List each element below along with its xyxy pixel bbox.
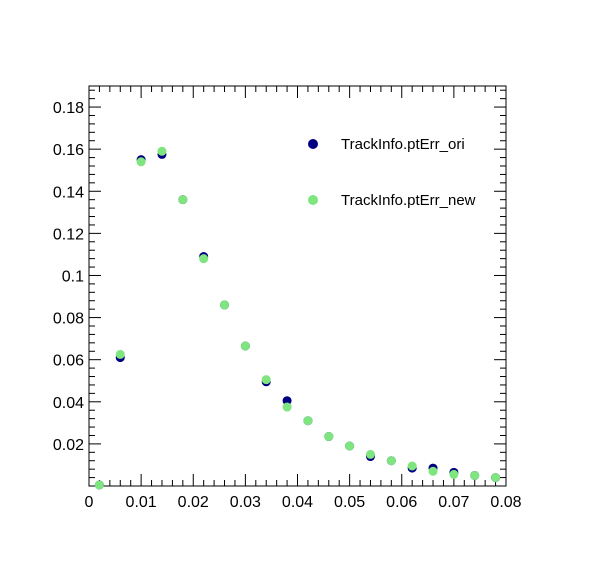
data-points	[94, 146, 501, 490]
legend-label-ori: TrackInfo.ptErr_ori	[341, 136, 465, 153]
data-point-new	[115, 349, 125, 359]
y-tick-label: 0.06	[53, 353, 84, 370]
data-point-new	[157, 146, 167, 156]
x-tick-labels: 0 0.01 0.02 0.03 0.04 0.05 0.06 0.07 0.08	[85, 494, 522, 511]
data-point-new	[428, 466, 438, 476]
x-tick-label: 0.04	[282, 494, 313, 511]
data-point-new	[94, 480, 104, 490]
x-tick-label: 0.03	[230, 494, 261, 511]
x-tick-label: 0.08	[490, 494, 521, 511]
data-point-new	[282, 402, 292, 412]
data-point-new	[407, 461, 417, 471]
x-tick-label: 0	[85, 494, 94, 511]
data-point-new	[470, 470, 480, 480]
x-tick-label: 0.02	[178, 494, 209, 511]
legend: TrackInfo.ptErr_ori TrackInfo.ptErr_new	[308, 136, 476, 209]
y-tick-label: 0.04	[53, 395, 84, 412]
y-tick-label: 0.18	[53, 100, 84, 117]
axis-ticks	[88, 86, 507, 487]
data-point-new	[449, 469, 459, 479]
data-point-new	[136, 157, 146, 167]
legend-label-new: TrackInfo.ptErr_new	[341, 192, 476, 209]
data-point-new	[240, 341, 250, 351]
data-point-new	[386, 456, 396, 466]
data-point-new	[303, 416, 313, 426]
y-tick-label: 0.08	[53, 311, 84, 328]
x-tick-label: 0.01	[126, 494, 157, 511]
data-point-new	[199, 254, 209, 264]
y-tick-label: 0.12	[53, 226, 84, 243]
data-point-new	[261, 375, 271, 385]
x-tick-label: 0.05	[334, 494, 365, 511]
y-tick-label: 0.16	[53, 142, 84, 159]
x-tick-label: 0.06	[386, 494, 417, 511]
data-point-new	[345, 441, 355, 451]
data-point-new	[220, 300, 230, 310]
data-point-new	[491, 473, 501, 483]
data-point-new	[324, 432, 334, 442]
data-point-new	[365, 449, 375, 459]
y-tick-labels: 0.02 0.04 0.06 0.08 0.1 0.12 0.14 0.16 0.18	[53, 100, 84, 454]
data-point-ori	[282, 396, 292, 406]
legend-marker-ori	[308, 139, 318, 149]
x-tick-label: 0.07	[438, 494, 469, 511]
y-tick-label: 0.1	[62, 268, 84, 285]
y-tick-label: 0.02	[53, 437, 84, 454]
y-tick-label: 0.14	[53, 184, 84, 201]
legend-marker-new	[308, 195, 318, 205]
data-point-new	[178, 195, 188, 205]
